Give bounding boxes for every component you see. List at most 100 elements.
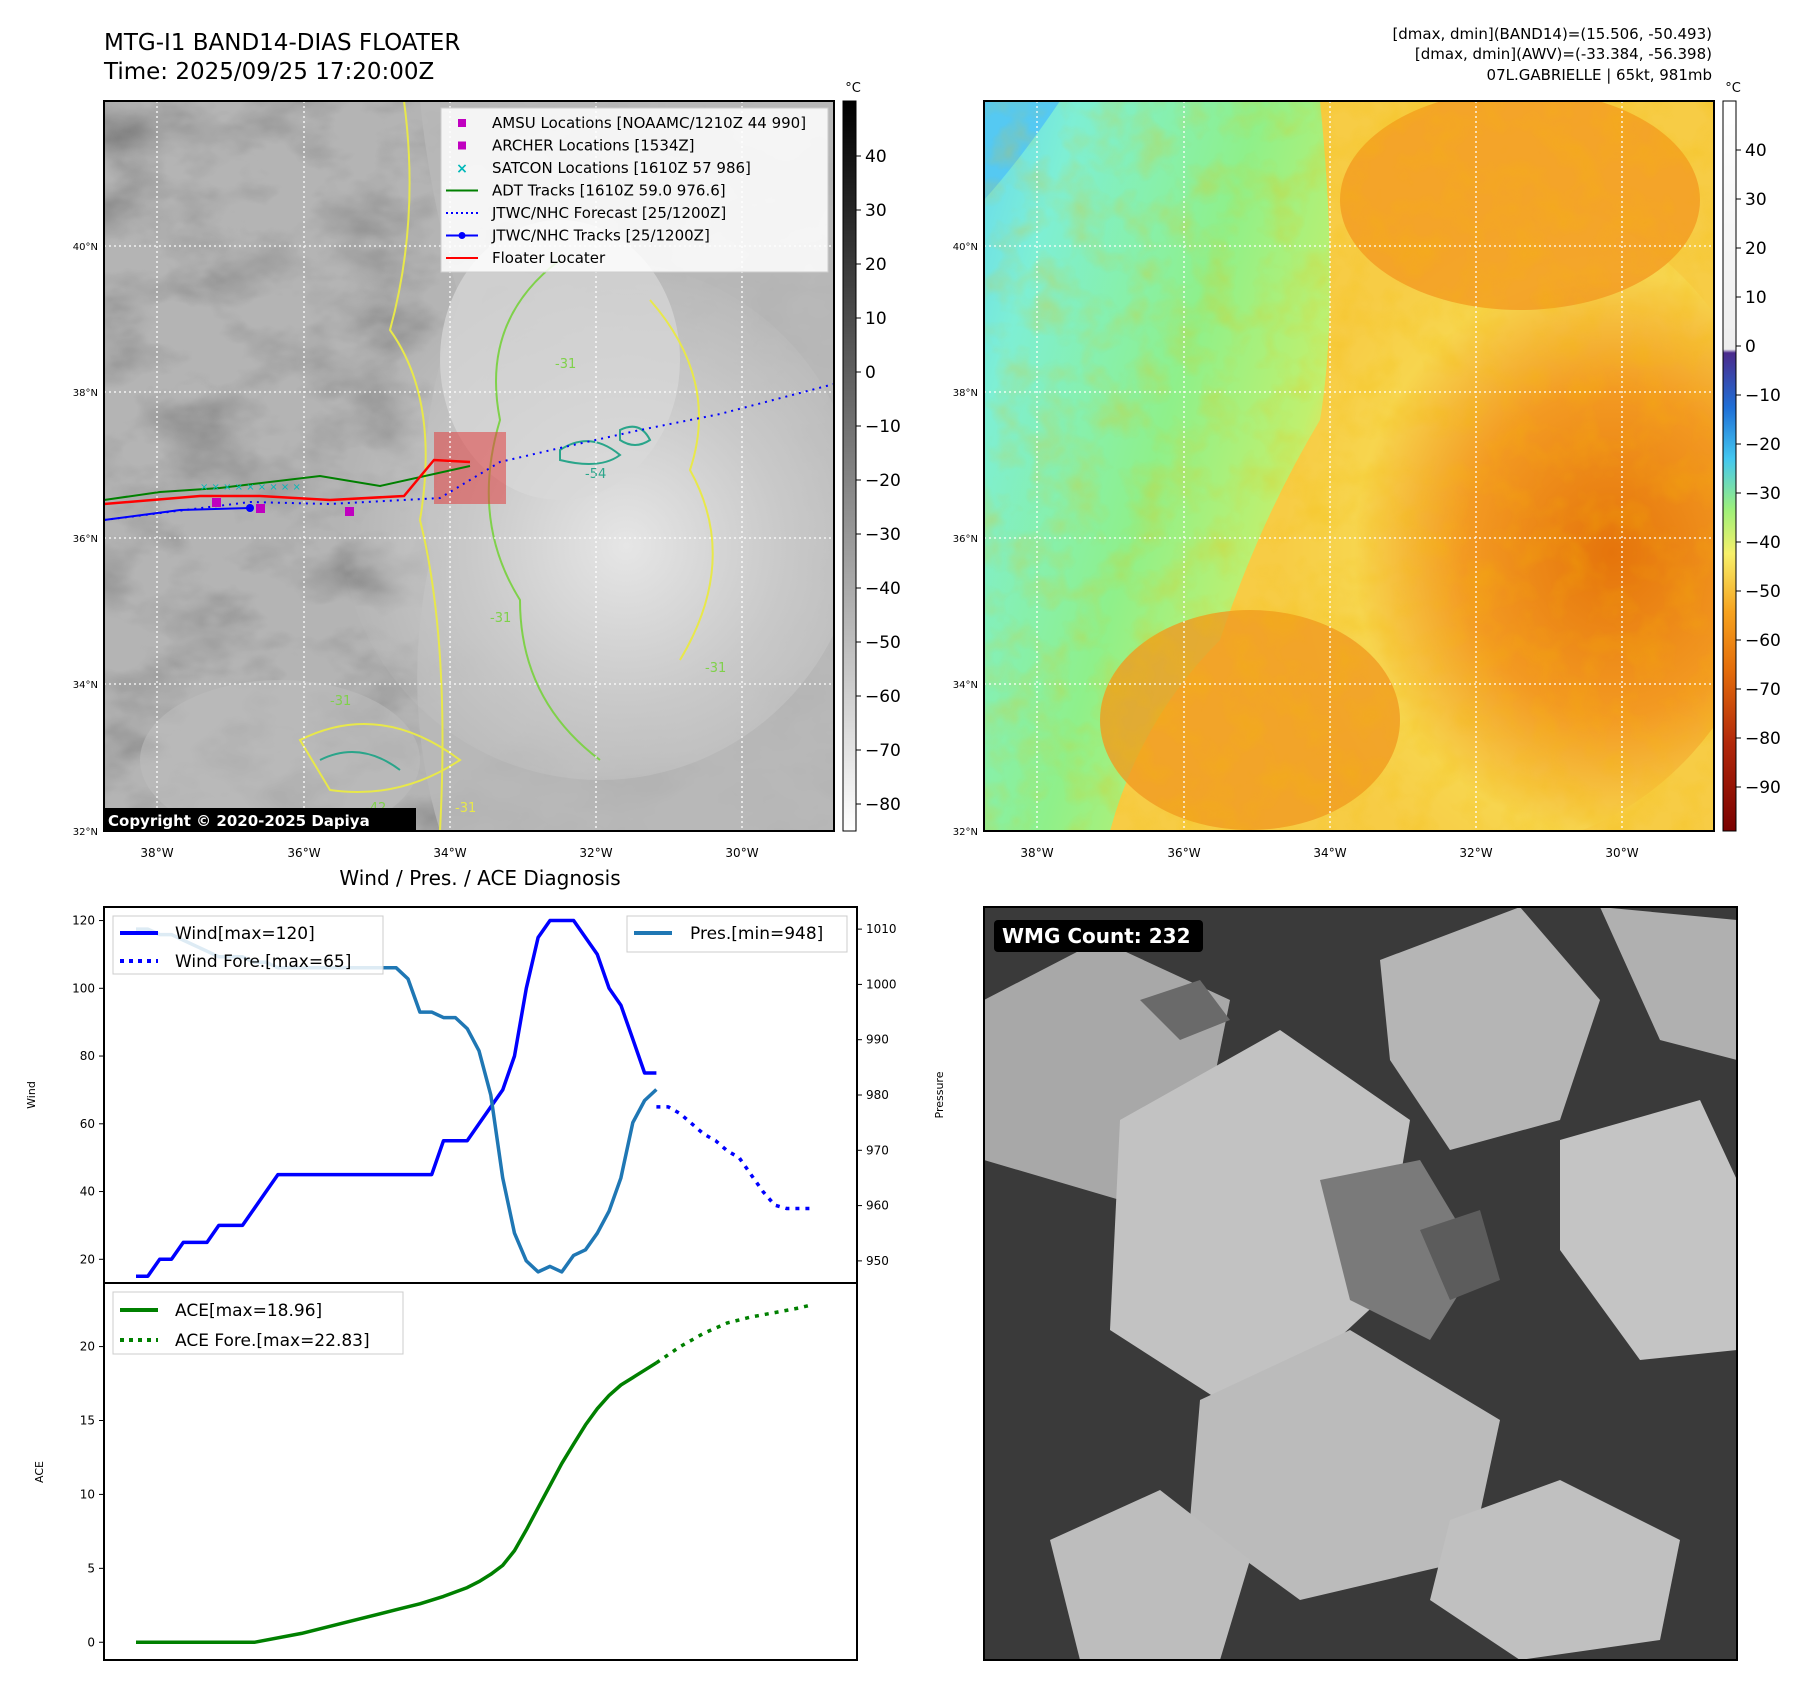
- adt-track: [104, 465, 471, 501]
- lat-tick-label: 34°N: [953, 680, 978, 691]
- colorbar-tick-label: −30: [865, 525, 901, 545]
- pressure-axis-label: Pressure: [933, 1071, 946, 1118]
- colorbar-tick-label: 20: [1745, 239, 1767, 259]
- wmg-count-label: WMG Count: 232: [1002, 924, 1191, 948]
- colorbar-tick-label: 10: [865, 309, 887, 329]
- colorbar-tick-label: −60: [1745, 631, 1781, 651]
- archer-marker: [345, 507, 354, 516]
- y-tick-label: 40: [80, 1185, 95, 1199]
- colorbar-tick-label: 20: [865, 255, 887, 275]
- series-line: [656, 1105, 811, 1211]
- lon-tick-label: 36°W: [1167, 846, 1200, 860]
- colorbar-tick-label: −10: [865, 417, 901, 437]
- legend-label: SATCON Locations [1610Z 57 986]: [492, 159, 751, 177]
- colorbar-tick-label: 40: [1745, 141, 1767, 161]
- legend-label: AMSU Locations [NOAAMC/1210Z 44 990]: [492, 114, 806, 132]
- lon-tick-label: 34°W: [1313, 846, 1346, 860]
- diagnosis-title: Wind / Pres. / ACE Diagnosis: [339, 866, 620, 890]
- y2-tick-label: 980: [866, 1088, 889, 1102]
- map-axis-labels: 38°W 36°W 34°W 32°W 30°W 40°N 38°N 36°N 34°N 32°N…: [73, 242, 1639, 860]
- awv-colorbar: [1722, 100, 1737, 832]
- colorbar-tick-label: −30: [1745, 484, 1781, 504]
- y-tick-label: 100: [72, 981, 95, 995]
- archer-marker: [256, 504, 265, 513]
- y-tick-label: 60: [80, 1117, 95, 1131]
- lon-tick-label: 38°W: [1020, 846, 1053, 860]
- lat-tick-label: 36°N: [953, 534, 978, 545]
- y2-tick-label: 1010: [866, 922, 897, 936]
- legend-marker: ×: [456, 161, 468, 177]
- y-tick-label: 20: [80, 1340, 95, 1354]
- ir-colorbar-ticks: 40 30 20 10 0 −10 −20 −30 −40 −50 −60 −70 −80: [856, 147, 901, 815]
- lat-tick-label: 40°N: [73, 242, 98, 253]
- contour-label: -31: [705, 661, 726, 676]
- y2-tick-label: 950: [866, 1254, 889, 1268]
- wind-legend: Wind[max=120] Wind Fore.[max=65]: [112, 915, 384, 975]
- legend-label: ADT Tracks [1610Z 59.0 976.6]: [492, 182, 726, 200]
- ir-colorbar-unit: °C: [845, 81, 861, 96]
- y2-tick-label: 970: [866, 1143, 889, 1157]
- colorbar-tick-label: 30: [1745, 190, 1767, 210]
- pressure-legend-label: Pres.[min=948]: [690, 924, 823, 944]
- wind-legend-label: Wind[max=120]: [175, 924, 315, 944]
- lon-tick-label: 32°W: [579, 846, 612, 860]
- lat-tick-label: 36°N: [73, 534, 98, 545]
- lat-tick-label: 34°N: [73, 680, 98, 691]
- legend-marker: [458, 119, 466, 127]
- awv-stats: [dmax, dmin](AWV)=(-33.384, -56.398): [1415, 45, 1712, 63]
- ir-colorbar: [842, 100, 857, 832]
- lat-tick-label: 32°N: [73, 827, 98, 838]
- colorbar-tick-label: 10: [1745, 288, 1767, 308]
- ace-legend: ACE[max=18.96] ACE Fore.[max=22.83]: [112, 1291, 404, 1355]
- legend-label: Floater Locater: [492, 249, 606, 267]
- floater-track: [104, 458, 471, 506]
- y-tick-label: 120: [72, 914, 95, 928]
- lat-tick-label: 38°N: [73, 388, 98, 399]
- colorbar-tick-label: −70: [1745, 680, 1781, 700]
- y-tick-label: 5: [87, 1561, 95, 1575]
- y-tick-label: 80: [80, 1049, 95, 1063]
- contour-label: -31: [330, 694, 351, 709]
- y-tick-label: 20: [80, 1252, 95, 1266]
- best-track: [104, 507, 251, 521]
- wmg-image: [984, 907, 1737, 1660]
- series-line: [136, 1361, 658, 1645]
- y2-tick-label: 990: [866, 1033, 889, 1047]
- colorbar-tick-label: −60: [865, 687, 901, 707]
- y2-tick-label: 960: [866, 1199, 889, 1213]
- lat-tick-label: 38°N: [953, 388, 978, 399]
- lat-tick-label: 40°N: [953, 242, 978, 253]
- ir-panel-frame: [103, 100, 835, 832]
- y2-tick-label: 1000: [866, 977, 897, 991]
- storm-info: 07L.GABRIELLE | 65kt, 981mb: [1487, 66, 1712, 84]
- legend-label: ARCHER Locations [1534Z]: [492, 137, 695, 155]
- colorbar-tick-label: −70: [865, 741, 901, 761]
- y-tick-label: 15: [80, 1413, 95, 1427]
- series-line: [136, 918, 657, 1278]
- copyright-text: Copyright © 2020-2025 Dapiya: [108, 812, 370, 830]
- wmg-panel-frame: [983, 906, 1738, 1661]
- ace-fore-legend-label: ACE Fore.[max=22.83]: [175, 1331, 370, 1351]
- colorbar-tick-label: −50: [865, 633, 901, 653]
- colorbar-tick-label: −40: [865, 579, 901, 599]
- colorbar-tick-label: −80: [1745, 729, 1781, 749]
- colorbar-tick-label: −50: [1745, 582, 1781, 602]
- wind-axis-label: Wind: [25, 1081, 38, 1109]
- ace-axis-label: ACE: [33, 1461, 46, 1483]
- lat-tick-label: 32°N: [953, 827, 978, 838]
- pressure-legend: Pres.[min=948]: [626, 915, 848, 953]
- ace-series: 20 15 10 5 0: [80, 1303, 811, 1649]
- amsu-marker: [212, 498, 221, 507]
- lon-tick-label: 32°W: [1459, 846, 1492, 860]
- awv-gridlines: [984, 101, 1714, 831]
- legend-marker-dot: [458, 232, 466, 239]
- colorbar-tick-label: −10: [1745, 386, 1781, 406]
- lon-tick-label: 30°W: [1605, 846, 1638, 860]
- awv-image: [984, 101, 1714, 831]
- legend-marker: [458, 141, 466, 150]
- colorbar-tick-label: −80: [865, 795, 901, 815]
- y-tick-label: 10: [80, 1487, 95, 1501]
- lon-tick-label: 34°W: [433, 846, 466, 860]
- lon-tick-label: 38°W: [140, 846, 173, 860]
- band14-stats: [dmax, dmin](BAND14)=(15.506, -50.493): [1392, 25, 1712, 43]
